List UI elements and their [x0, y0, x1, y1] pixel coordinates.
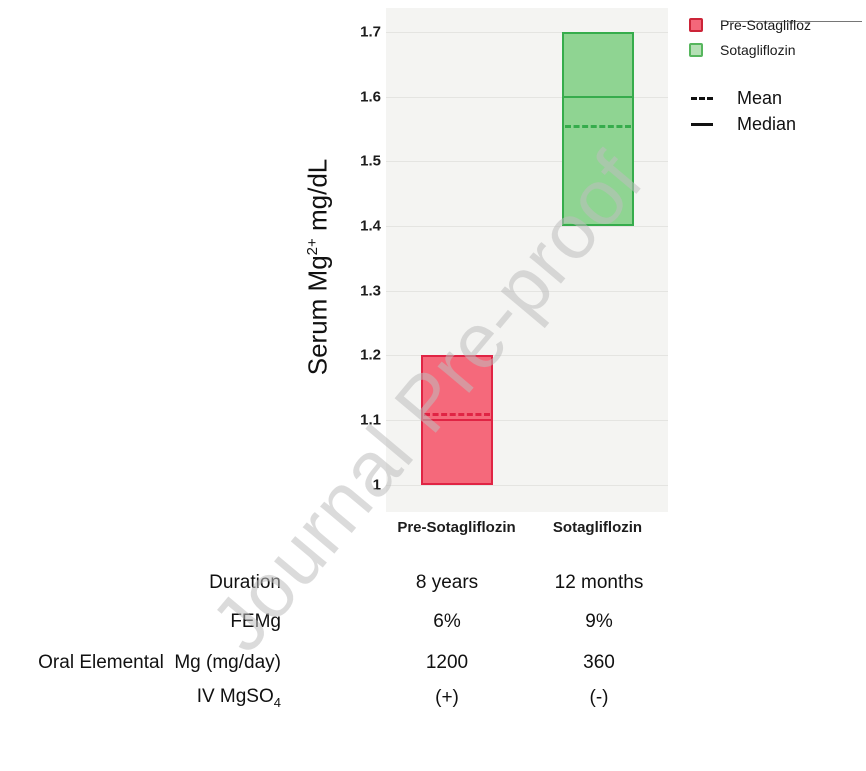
table-row-label: IV MgSO4 — [196, 686, 281, 710]
x-category-label: Sotagliflozin — [552, 519, 643, 536]
table-cell: 12 months — [554, 572, 644, 593]
gridline — [386, 32, 668, 33]
legend-item-sotagliflozin: Sotagliflozin — [689, 42, 796, 58]
legend-label-mean: Mean — [737, 88, 783, 108]
legend-swatch-pre-sotagliflozin-icon — [689, 18, 703, 32]
legend-swatch-sotagliflozin-icon — [689, 43, 703, 57]
y-tick-label: 1.5 — [360, 152, 381, 170]
median-line — [422, 419, 491, 422]
gridline — [386, 355, 668, 357]
table-cell: 1200 — [425, 652, 469, 673]
y-axis-title-text: Serum Mg — [302, 255, 333, 376]
y-tick-label: 1.6 — [360, 88, 381, 106]
table-cell: 9% — [585, 611, 613, 632]
y-tick-label: 1.7 — [360, 23, 381, 41]
legend-label-median: Median — [737, 114, 797, 134]
y-axis-title-superscript: 2+ — [303, 238, 321, 256]
table-row-label: Oral Elemental Mg (mg/day) — [38, 652, 281, 673]
table-cell: (-) — [589, 687, 609, 708]
mean-dashed-line-icon — [691, 97, 713, 100]
box-sotagliflozin — [561, 32, 634, 226]
gridline — [386, 290, 668, 292]
table-cell: 360 — [583, 652, 615, 673]
median-solid-line-icon — [691, 123, 713, 126]
gridline — [386, 96, 668, 98]
y-axis-title-unit: mg/dL — [302, 158, 333, 239]
legend-item-pre-sotagliflozin: Pre-Sotaglifloz — [689, 17, 811, 33]
table-cell: 6% — [433, 611, 461, 632]
y-tick-label: 1.4 — [360, 217, 381, 235]
table-cell: 8 years — [415, 572, 479, 593]
x-category-label: Pre-Sotagliflozin — [397, 519, 516, 536]
mean-line — [423, 412, 490, 416]
y-tick-label: 1.1 — [360, 411, 381, 429]
gridline — [386, 226, 668, 227]
legend-label-pre-sotagliflozin: Pre-Sotaglifloz — [720, 17, 812, 33]
median-line — [563, 95, 632, 98]
y-tick-label: 1.3 — [360, 282, 381, 300]
y-axis-title: Serum Mg2+ mg/dL — [303, 159, 334, 376]
gridline — [386, 420, 668, 422]
legend-label-sotagliflozin: Sotagliflozin — [720, 42, 796, 58]
gridline — [386, 484, 668, 486]
table-row-label: FEMg — [230, 611, 281, 632]
table-row-label: Duration — [209, 572, 281, 593]
gridline — [386, 161, 668, 163]
legend-item-mean: Mean — [691, 88, 782, 109]
y-tick-label: 1.2 — [360, 346, 381, 364]
legend-strikethrough-line — [726, 21, 862, 22]
table-cell: (+) — [435, 687, 459, 708]
mean-line — [564, 124, 631, 128]
y-tick-label: 1 — [372, 476, 381, 494]
legend-item-median: Median — [691, 114, 796, 135]
